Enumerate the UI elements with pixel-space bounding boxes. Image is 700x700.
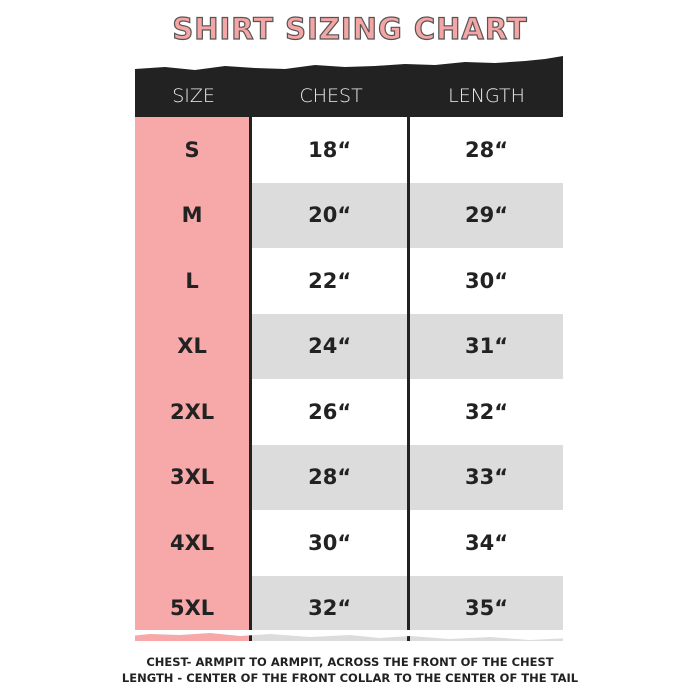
length-cell: 34“ bbox=[410, 510, 563, 576]
table-row: 4XL 30“ 34“ bbox=[135, 510, 563, 576]
table-header: SIZE CHEST LENGTH bbox=[135, 75, 563, 117]
chest-cell: 24“ bbox=[252, 313, 411, 379]
table-row: M 20“ 29“ bbox=[135, 182, 563, 248]
size-cell: 3XL bbox=[135, 444, 253, 510]
table-row: L 22“ 30“ bbox=[135, 248, 563, 314]
size-cell: S bbox=[135, 117, 253, 183]
table-row: 2XL 26“ 32“ bbox=[135, 379, 563, 445]
table-row: XL 24“ 31“ bbox=[135, 313, 563, 379]
size-cell: M bbox=[135, 182, 253, 248]
length-cell: 33“ bbox=[410, 444, 563, 510]
length-cell: 28“ bbox=[410, 117, 563, 183]
chest-cell: 20“ bbox=[252, 182, 411, 248]
header-length: LENGTH bbox=[448, 85, 525, 107]
chest-cell: 28“ bbox=[252, 444, 411, 510]
header-size: SIZE bbox=[172, 85, 215, 107]
table-row: S 18“ 28“ bbox=[135, 117, 563, 183]
chest-cell: 30“ bbox=[252, 510, 411, 576]
length-cell: 32“ bbox=[410, 379, 563, 445]
size-cell: 4XL bbox=[135, 510, 253, 576]
chest-cell: 26“ bbox=[252, 379, 411, 445]
size-cell: XL bbox=[135, 313, 253, 379]
torn-paper-edge bbox=[135, 56, 563, 77]
page-title: SHIRT SIZING CHART bbox=[172, 11, 528, 46]
length-cell: 29“ bbox=[410, 182, 563, 248]
chest-cell: 18“ bbox=[252, 117, 411, 183]
table-row: 3XL 28“ 33“ bbox=[135, 444, 563, 510]
note-length: LENGTH - CENTER OF THE FRONT COLLAR TO T… bbox=[121, 671, 579, 685]
length-cell: 31“ bbox=[410, 313, 563, 379]
chest-cell: 22“ bbox=[252, 248, 411, 314]
length-cell: 30“ bbox=[410, 248, 563, 314]
size-cell: 2XL bbox=[135, 379, 253, 445]
size-table: S 18“ 28“ M 20“ 29“ L 22“ 30“ XL 24“ 31“ 2XL 26“ 32“ 3X… bbox=[135, 117, 563, 641]
torn-paper-bottom bbox=[130, 630, 570, 640]
note-chest: CHEST- ARMPIT TO ARMPIT, ACROSS THE FRON… bbox=[146, 655, 554, 669]
header-chest: CHEST bbox=[299, 85, 363, 107]
size-cell: L bbox=[135, 248, 253, 314]
